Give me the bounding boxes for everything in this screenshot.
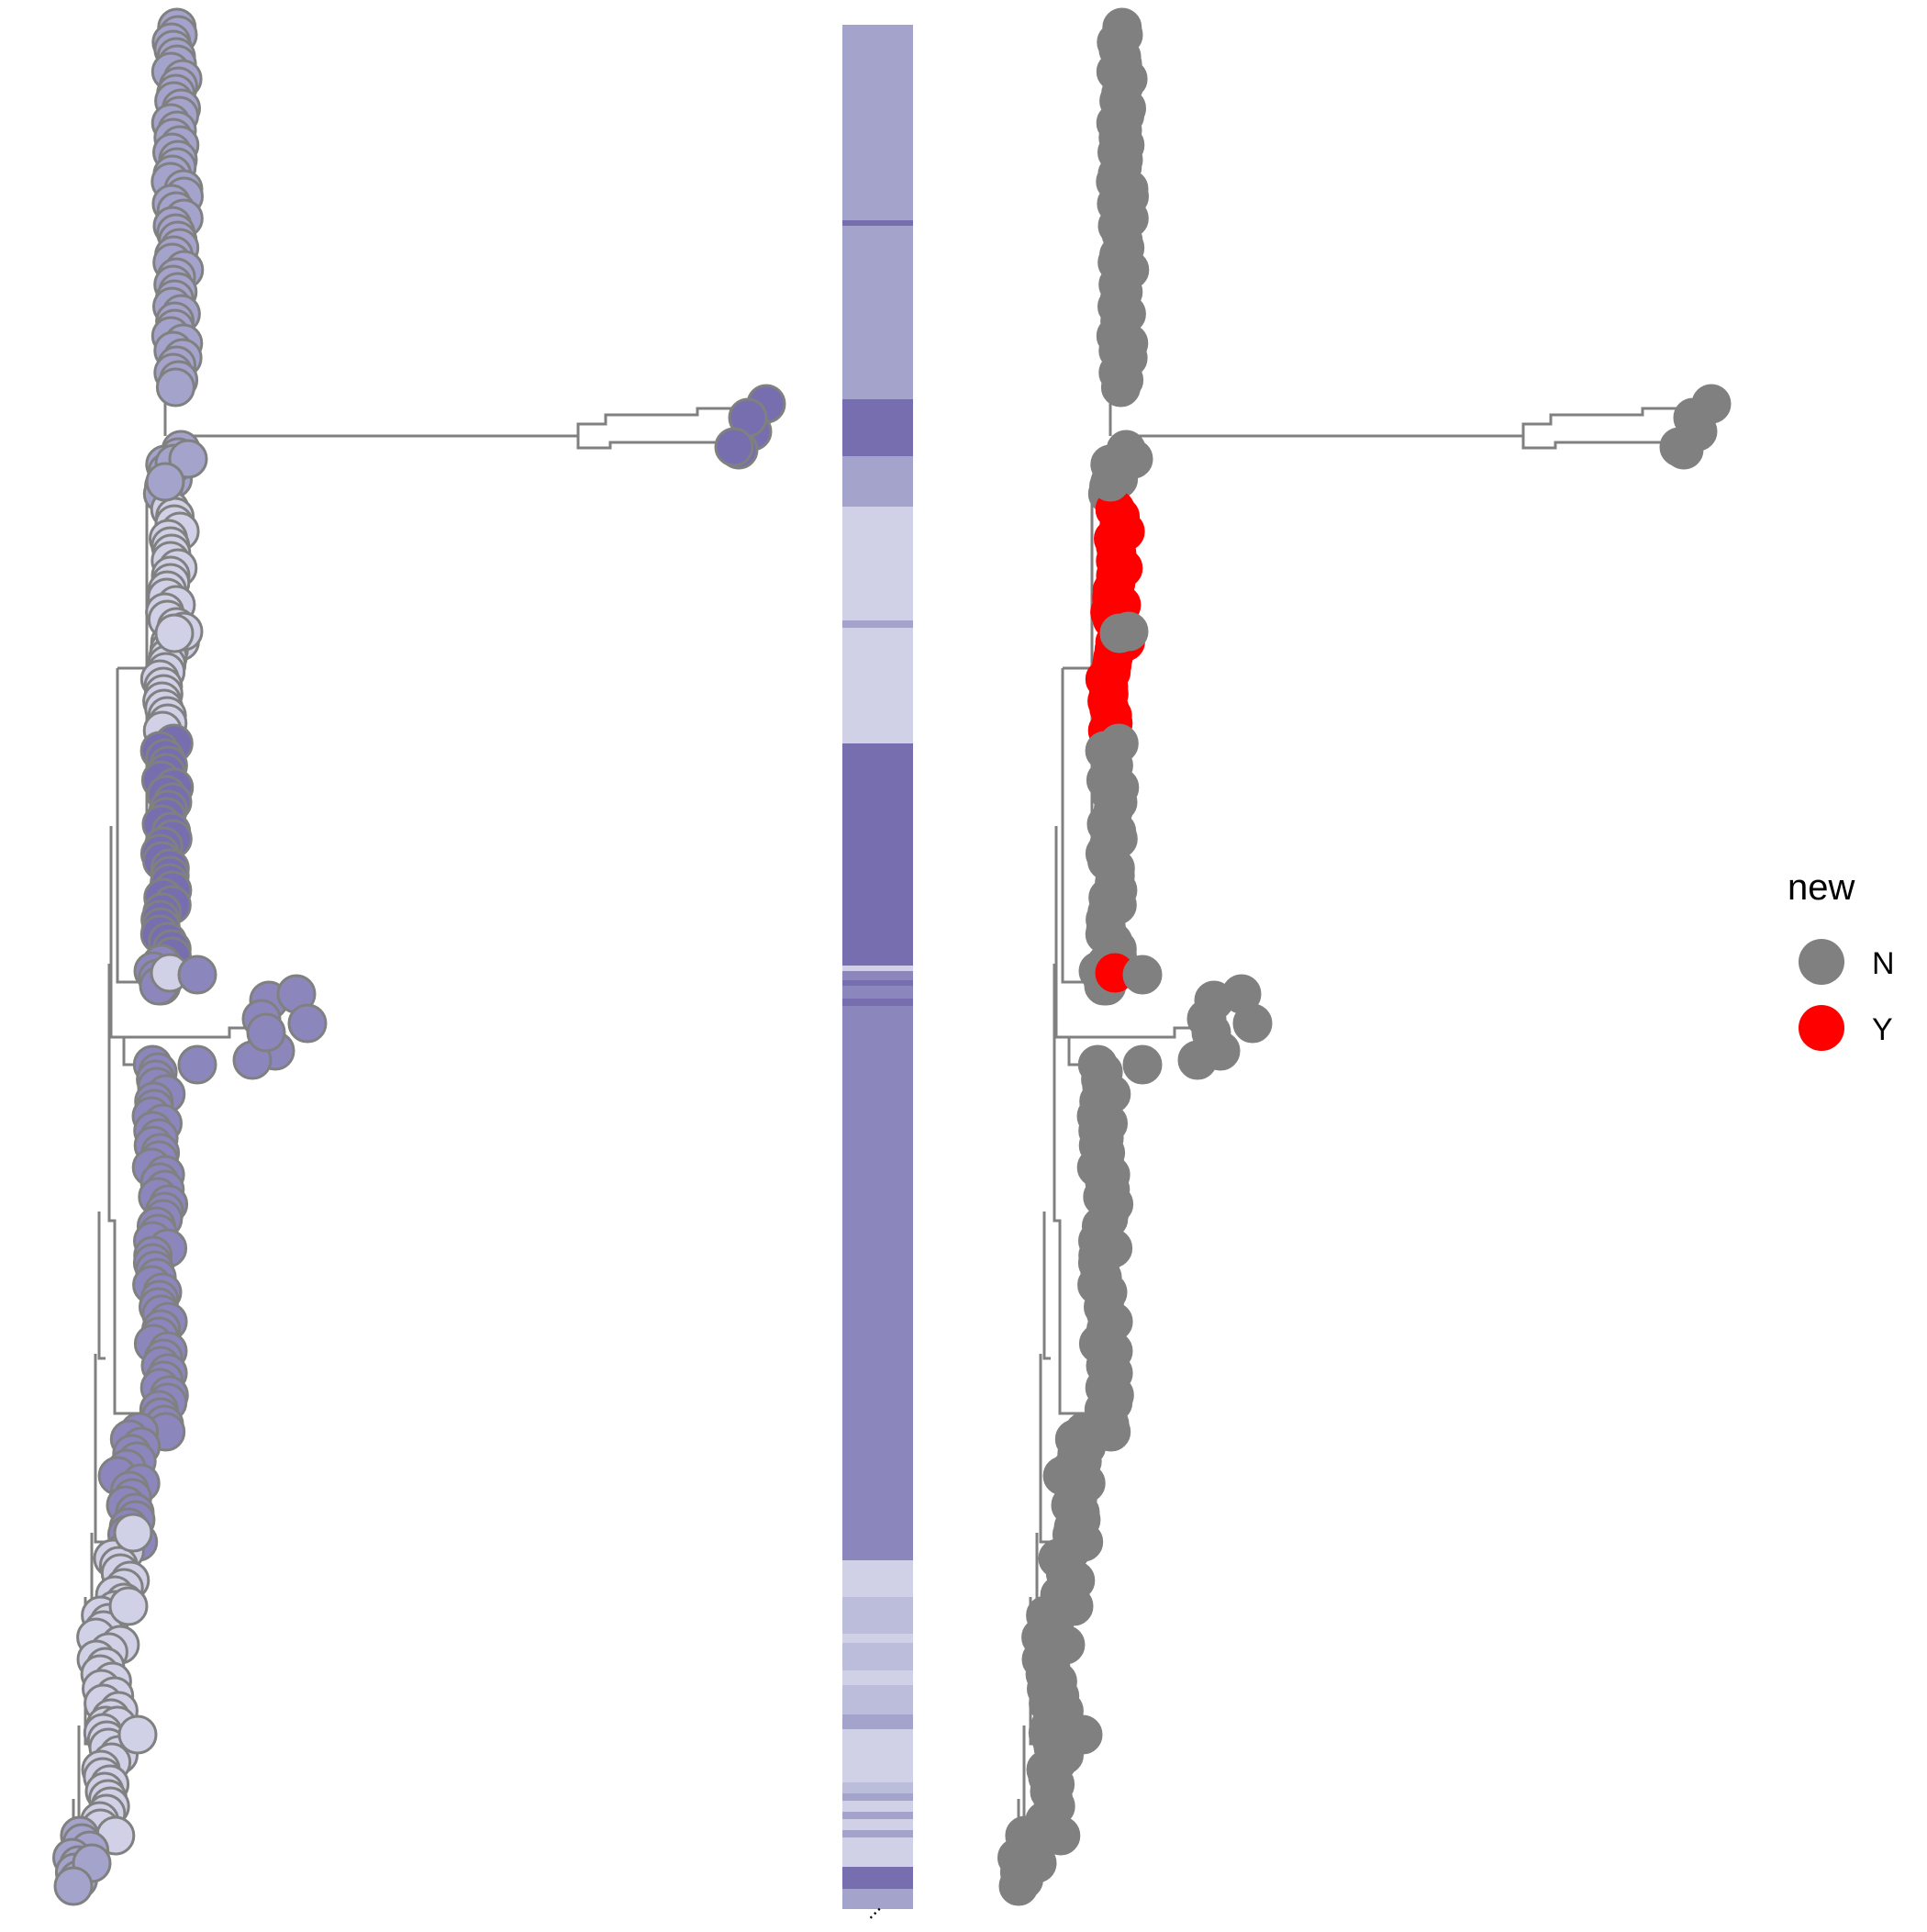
legend-title: new (1788, 867, 1855, 908)
heatmap-strip (842, 25, 913, 1909)
tree-right-panel (997, 7, 1732, 1906)
heatmap-cell (842, 628, 913, 743)
tree-edge (124, 1026, 266, 1039)
heatmap-cell (842, 1837, 913, 1867)
heatmap-cell (842, 1597, 913, 1634)
heatmap-cell (842, 1819, 913, 1830)
heatmap-cell (842, 220, 913, 226)
heatmap-cell (842, 1729, 913, 1782)
tip-point (1099, 613, 1140, 653)
tip-point (714, 427, 754, 467)
tip-point (117, 1714, 158, 1755)
tree-edge (170, 407, 739, 438)
heatmap-cell (842, 1793, 913, 1801)
tip-point (145, 462, 185, 502)
tip-point (53, 1866, 94, 1906)
tree-edge (97, 1212, 106, 1360)
tip-point (177, 1044, 217, 1085)
tree-edge (576, 436, 725, 450)
heatmap-cell (842, 25, 913, 220)
tip-point (1090, 462, 1131, 502)
heatmap-cell (842, 1670, 913, 1685)
heatmap-cell (842, 620, 913, 628)
tip-point (1122, 1044, 1163, 1085)
tree-edge (1042, 1212, 1051, 1360)
legend-label-n: N (1872, 946, 1895, 981)
heatmap-cell (842, 999, 913, 1006)
tip-point (1053, 1586, 1094, 1626)
legend-label-y: Y (1872, 1012, 1893, 1047)
heatmap-cell (842, 456, 913, 507)
tip-point (998, 1866, 1039, 1906)
tip-point (287, 1003, 328, 1044)
legend-swatch-n (1799, 939, 1844, 985)
tip-point (108, 1586, 149, 1626)
tip-point (113, 1513, 153, 1553)
heatmap-cell (842, 1830, 913, 1837)
heatmap-cell (842, 399, 913, 456)
tip-point (1063, 1714, 1103, 1755)
tip-point (1058, 1513, 1098, 1553)
legend-swatch-y (1799, 1005, 1844, 1051)
heatmap-cell (842, 1643, 913, 1670)
heatmap-cell (842, 1714, 913, 1729)
tree-edge (1053, 964, 1092, 1415)
legend: new N Y (1788, 867, 1895, 1051)
tip-point (155, 367, 195, 408)
heatmap-cell (842, 980, 913, 986)
tree-edge (1069, 1026, 1211, 1039)
tip-point (154, 613, 195, 653)
heatmap-cell (842, 1889, 913, 1909)
heatmap-cell (842, 1560, 913, 1597)
heatmap-cell (842, 1801, 913, 1812)
heatmap-cell (842, 1812, 913, 1819)
heatmap-cell (842, 226, 913, 399)
tip-point (177, 955, 217, 995)
tree-edge (107, 964, 147, 1415)
tip-point (1232, 1003, 1273, 1044)
tip-point (246, 1012, 286, 1053)
heatmap-cell (842, 507, 913, 620)
tip-point (1659, 427, 1699, 467)
tip-point (1122, 955, 1163, 995)
heatmap-cell (842, 1634, 913, 1643)
tree-edge (1521, 436, 1670, 450)
heatmap-cell (842, 986, 913, 999)
heatmap-cell (842, 743, 913, 966)
heatmap-cell (842, 1782, 913, 1793)
heatmap-cell (842, 1685, 913, 1714)
tip-point (1191, 1012, 1231, 1053)
tree-edge (1115, 407, 1684, 438)
heatmap-cell (842, 971, 913, 980)
tip-point (1100, 367, 1141, 408)
heatmap-cell (842, 966, 913, 971)
tree-left-panel (52, 7, 786, 1906)
heatmap-cell (842, 1006, 913, 1560)
heatmap-cell (842, 1867, 913, 1889)
